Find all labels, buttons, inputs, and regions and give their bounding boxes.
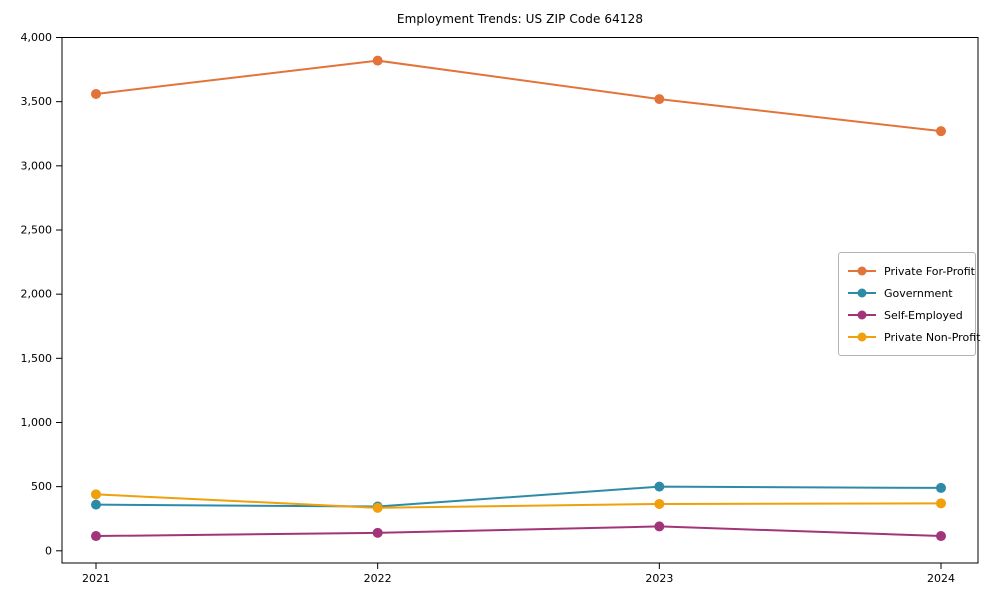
y-tick-label: 1,500 [21,352,53,365]
legend-label: Government [884,286,953,300]
x-tick-label: 2021 [82,572,110,585]
y-tick-label: 3,500 [21,95,53,108]
legend-label: Self-Employed [884,308,963,322]
legend-label: Private For-Profit [884,264,975,278]
data-point-private-for-profit-2023 [654,94,665,105]
data-point-government-2024 [936,482,946,493]
legend-line-marker-icon [848,266,876,276]
legend-item-government: Government [848,282,966,304]
data-point-self-employed-2021 [91,531,101,542]
legend-line-marker-icon [848,288,876,298]
y-tick-label: 500 [31,480,52,493]
chart-title: Employment Trends: US ZIP Code 64128 [396,12,644,26]
data-point-private-for-profit-2021 [91,88,101,99]
data-point-private-for-profit-2022 [372,55,383,66]
legend-line-marker-icon [848,310,876,320]
series-line-self-employed [95,525,942,538]
series-line-private-for-profit [95,59,942,133]
series-line-government [95,485,942,508]
y-tick-label: 0 [45,544,52,557]
legend-item-private-for-profit: Private For-Profit [848,260,975,282]
legend-item-private-non-profit: Private Non-Profit [848,326,980,348]
y-tick-label: 4,000 [21,31,53,44]
data-point-self-employed-2024 [936,531,946,542]
y-tick-label: 1,000 [21,416,53,429]
data-point-private-for-profit-2024 [936,126,946,137]
data-point-government-2023 [654,481,665,492]
series-line-private-non-profit [95,493,942,509]
x-tick-label: 2024 [927,572,955,585]
legend-line-marker-icon [848,332,876,342]
legend-label: Private Non-Profit [884,330,981,344]
data-point-private-non-profit-2023 [654,498,665,509]
data-point-private-non-profit-2021 [91,489,101,500]
y-tick-label: 2,500 [21,223,53,236]
legend-item-self-employed: Self-Employed [848,304,966,326]
y-tick-label: 3,000 [21,159,53,172]
y-tick-label: 2,000 [21,288,53,301]
data-point-self-employed-2023 [654,521,665,532]
data-point-private-non-profit-2024 [936,498,946,509]
data-point-private-non-profit-2022 [372,502,383,513]
x-tick-label: 2023 [645,572,673,585]
data-point-government-2021 [91,499,101,510]
plot-box [61,37,979,564]
legend: Private For-Profit Government Self-Emplo… [838,252,980,356]
data-point-self-employed-2022 [372,527,383,538]
x-tick-label: 2022 [364,572,392,585]
